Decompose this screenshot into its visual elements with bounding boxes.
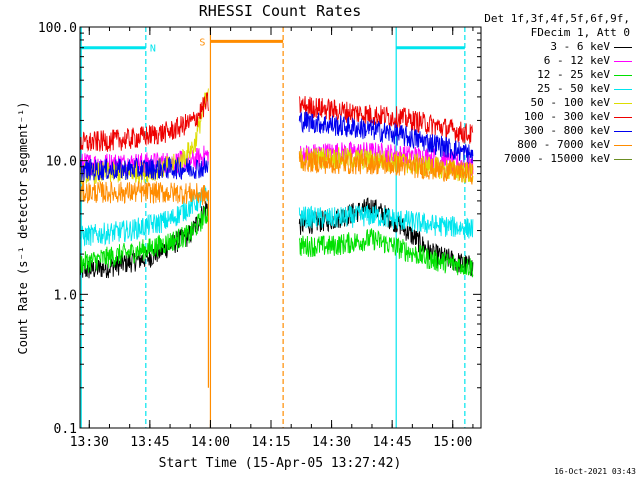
chart-title: RHESSI Count Rates xyxy=(199,2,362,20)
legend-entry-label: 7000 - 15000 keV xyxy=(504,152,610,165)
x-tick-label: 14:30 xyxy=(312,435,351,450)
series-line xyxy=(298,96,474,144)
x-tick-label: 13:45 xyxy=(130,435,169,450)
legend-entry: 300 - 800 keV xyxy=(478,124,638,138)
x-tick-label: 15:00 xyxy=(433,435,472,450)
legend-entry: 25 - 50 keV xyxy=(478,82,638,96)
legend-swatch xyxy=(614,89,632,90)
legend-entry-label: 6 - 12 keV xyxy=(543,54,610,67)
legend-entry: 12 - 25 keV xyxy=(478,68,638,82)
series-line xyxy=(79,180,209,206)
series-line xyxy=(298,228,474,278)
legend-entry-label: 3 - 6 keV xyxy=(550,40,610,53)
y-axis-label: Count Rate (s⁻¹ detector segment⁻¹) xyxy=(16,102,30,355)
series-line xyxy=(298,150,474,185)
y-tick-label: 10.0 xyxy=(46,155,77,170)
legend-swatch xyxy=(614,131,632,132)
x-axis-label: Start Time (15-Apr-05 13:27:42) xyxy=(159,456,402,471)
plot-frame xyxy=(79,26,482,429)
legend-header-line-1: Det 1f,3f,4f,5f,6f,9f, xyxy=(484,12,630,25)
legend-entry-label: 300 - 800 keV xyxy=(523,124,610,137)
legend-entry: 800 - 7000 keV xyxy=(478,138,638,152)
legend-swatch xyxy=(614,75,632,76)
legend: Det 1f,3f,4f,5f,6f,9f, FDecim 1, Att 0 3… xyxy=(478,12,638,166)
series-line xyxy=(79,92,209,152)
x-tick-label: 13:30 xyxy=(70,435,109,450)
legend-swatch xyxy=(614,103,632,104)
series-line xyxy=(79,186,209,247)
x-tick-label: 14:15 xyxy=(251,435,290,450)
legend-swatch xyxy=(614,159,632,160)
x-tick-label: 14:45 xyxy=(373,435,412,450)
legend-swatch xyxy=(614,47,632,48)
footer-timestamp: 16-Oct-2021 03:43 xyxy=(554,467,636,476)
legend-swatch xyxy=(614,145,632,146)
y-tick-label: 100.0 xyxy=(38,21,77,36)
plot-area: NS xyxy=(79,27,474,428)
legend-entry-label: 100 - 300 keV xyxy=(523,110,610,123)
legend-header-line-2: FDecim 1, Att 0 xyxy=(530,26,630,39)
legend-entries: 3 - 6 keV 6 - 12 keV 12 - 25 keV 25 - 50 ke… xyxy=(478,40,638,166)
legend-entry: 3 - 6 keV xyxy=(478,40,638,54)
legend-entry: 6 - 12 keV xyxy=(478,54,638,68)
state-bar-label: S xyxy=(199,37,205,48)
series-line xyxy=(298,204,474,239)
series-line xyxy=(79,206,209,273)
series-line xyxy=(298,111,474,165)
state-bar-label: N xyxy=(150,44,156,55)
legend-entry-label: 800 - 7000 keV xyxy=(517,138,610,151)
legend-swatch xyxy=(614,117,632,118)
legend-entry-label: 50 - 100 keV xyxy=(530,96,610,109)
legend-entry: 50 - 100 keV xyxy=(478,96,638,110)
y-tick-label: 1.0 xyxy=(54,288,77,303)
x-tick-label: 14:00 xyxy=(191,435,230,450)
legend-entry: 7000 - 15000 keV xyxy=(478,152,638,166)
y-tick-label: 0.1 xyxy=(54,422,77,437)
legend-entry-label: 25 - 50 keV xyxy=(537,82,610,95)
legend-entry: 100 - 300 keV xyxy=(478,110,638,124)
series-line xyxy=(79,156,209,181)
legend-swatch xyxy=(614,61,632,62)
legend-entry-label: 12 - 25 keV xyxy=(537,68,610,81)
series-line xyxy=(79,201,209,279)
